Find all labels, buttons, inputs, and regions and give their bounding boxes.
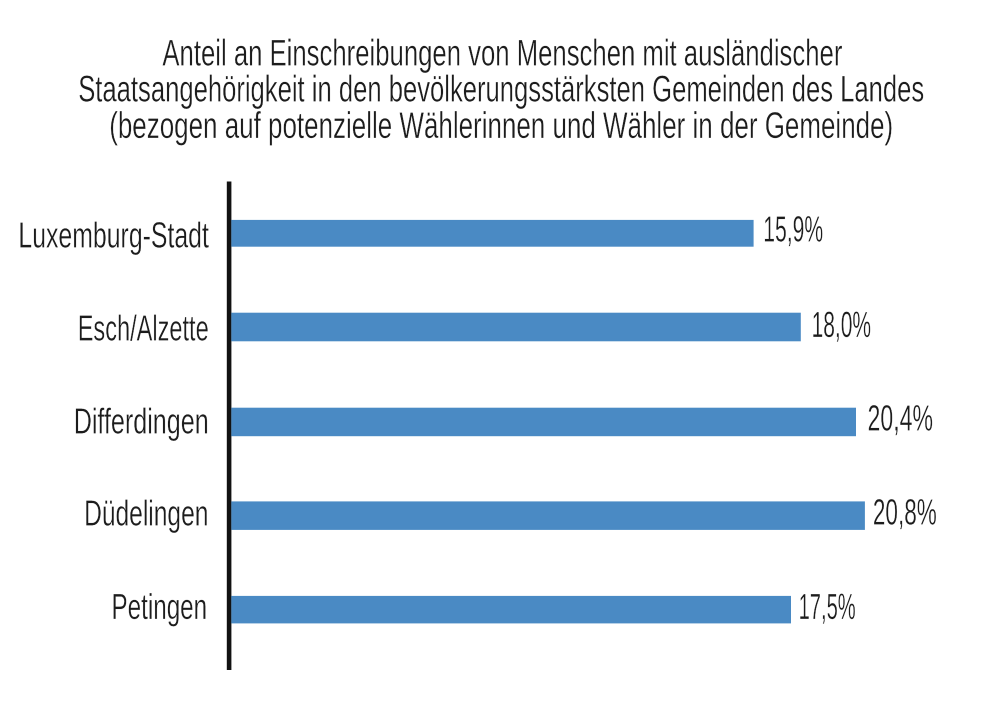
svg-text:20,4%: 20,4%	[868, 398, 934, 439]
svg-text:Differdingen: Differdingen	[74, 401, 209, 442]
svg-text:Petingen: Petingen	[112, 586, 208, 627]
svg-text:(bezogen auf potenzielle Wähle: (bezogen auf potenzielle Wählerinnen und…	[109, 105, 893, 146]
svg-text:Düdelingen: Düdelingen	[84, 492, 208, 533]
svg-text:18,0%: 18,0%	[812, 304, 872, 345]
svg-text:17,5%: 17,5%	[799, 586, 856, 627]
svg-text:Esch/Alzette: Esch/Alzette	[78, 308, 209, 349]
svg-text:Staatsangehörigkeit in den bev: Staatsangehörigkeit in den bevölkerungss…	[78, 68, 924, 109]
svg-text:Luxemburg-Stadt: Luxemburg-Stadt	[18, 215, 209, 256]
svg-text:20,8%: 20,8%	[873, 492, 937, 533]
svg-text:15,9%: 15,9%	[763, 209, 823, 250]
svg-text:Anteil an Einschreibungen von: Anteil an Einschreibungen von Menschen m…	[162, 32, 842, 73]
